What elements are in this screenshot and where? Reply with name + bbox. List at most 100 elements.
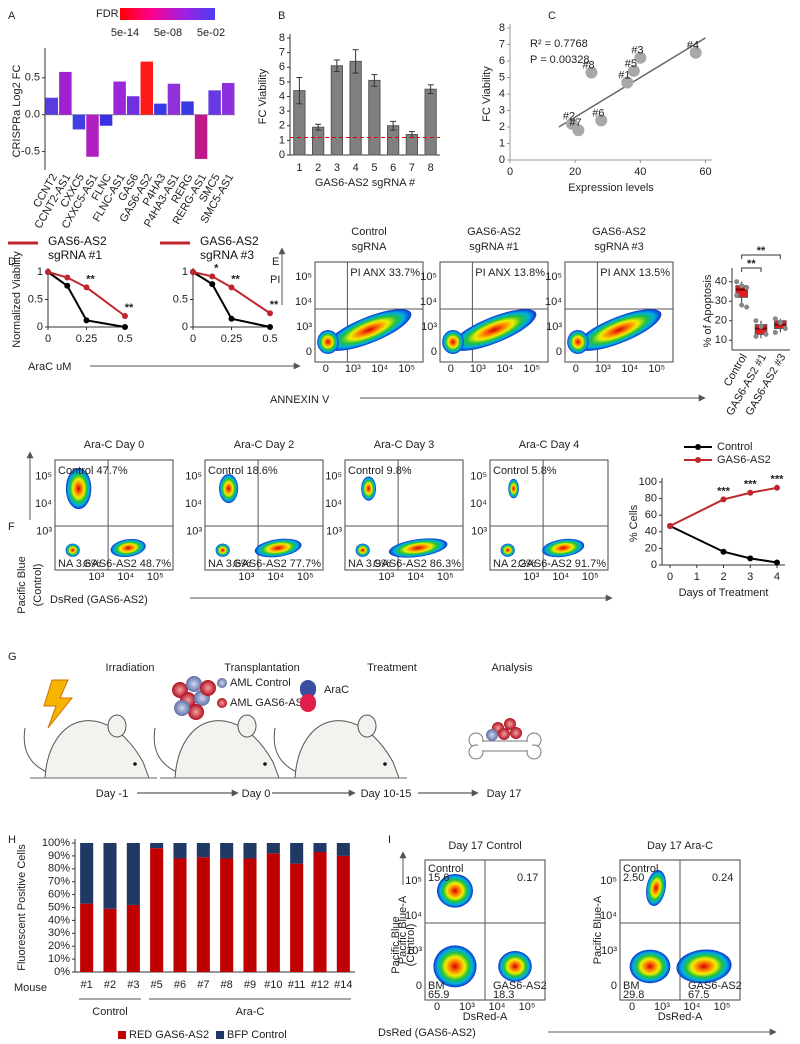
box-point (777, 320, 783, 326)
axis-label: Pacific Blue (16, 556, 28, 613)
series-point (267, 324, 273, 330)
error-bar (371, 74, 378, 87)
flow-title: Ara-C Day 3 (374, 439, 435, 451)
y-tick-label: 0.0 (25, 109, 40, 121)
y-tick-label: 90% (48, 850, 70, 862)
legend-swatch (118, 1031, 126, 1039)
series-point (747, 489, 754, 496)
mouse-tail (273, 727, 298, 773)
point-label: #2 (563, 111, 575, 123)
step-day: Day 0 (242, 788, 271, 800)
flow-tick-label: 10⁵ (405, 875, 422, 887)
mouse (153, 714, 280, 779)
flow-tick-label: 10³ (88, 571, 104, 583)
aml-cell (504, 718, 516, 730)
flow-tick-label: 10⁵ (398, 363, 415, 375)
series-point (209, 281, 216, 288)
point (572, 124, 585, 137)
y-tick-label: 30 (715, 295, 727, 307)
step-title: Irradiation (106, 662, 155, 674)
lightning (43, 679, 74, 729)
y-tick-label: 100 (639, 476, 657, 488)
y-tick-label: 80 (645, 493, 657, 505)
x-tick-label: #5 (151, 979, 163, 991)
box-point (734, 279, 740, 285)
series-line (192, 271, 271, 315)
flow-tick-label: 10⁴ (552, 571, 569, 583)
box-point (758, 324, 764, 330)
flow-tick-label: 10⁵ (600, 875, 617, 887)
flow-tick-label: 10⁵ (35, 470, 52, 482)
bar (126, 96, 140, 115)
box-point (772, 316, 778, 322)
flow-tick-label: 10⁴ (600, 910, 617, 922)
gate-label: PI ANX 13.8% (475, 267, 545, 279)
box-point (734, 292, 740, 298)
significance: ** (125, 302, 134, 314)
bar-segment (220, 843, 234, 859)
series-point (773, 559, 780, 566)
bar (330, 65, 343, 156)
flow-title: sgRNA (352, 241, 388, 253)
bar (208, 90, 221, 115)
mouse-eye (263, 762, 267, 766)
step-title: Treatment (367, 662, 417, 674)
legend-swatch (216, 1031, 224, 1039)
x-tick-label: 0.25 (76, 333, 97, 345)
flow-title: Ara-C Day 2 (234, 439, 295, 451)
flow-title: Ara-C Day 4 (519, 439, 580, 451)
y-axis-label: FC Viability (481, 66, 493, 122)
flow-tick-label: 10⁴ (405, 910, 422, 922)
flow-tick-label: 10⁴ (684, 1001, 701, 1013)
x-tick-label: 6 (390, 162, 396, 174)
box-point (744, 285, 750, 291)
flow-tick-label: 10⁵ (714, 1001, 731, 1013)
series-point (720, 496, 727, 503)
box-point (782, 326, 788, 332)
box-point (744, 304, 750, 310)
bar-segment (80, 843, 94, 904)
aml-cell (510, 727, 522, 739)
panel-label: H (8, 834, 16, 846)
series-point (64, 282, 71, 289)
bar (349, 60, 362, 156)
flow-tick-label: 10³ (459, 1001, 475, 1013)
flow-tick-label: 10⁴ (470, 498, 487, 510)
x-tick-label: #8 (221, 979, 233, 991)
bar (221, 82, 235, 115)
y-axis-label: % Cells (628, 504, 640, 542)
error-bar (352, 49, 359, 74)
y-tick-label: 0% (54, 966, 70, 978)
x-tick-label: 0.5 (262, 333, 277, 345)
legend-marker (695, 444, 701, 450)
bracket (741, 267, 762, 272)
y-tick-label: 30% (48, 927, 70, 939)
flow-tick-label: 10⁵ (470, 470, 487, 482)
point (585, 66, 598, 79)
series-point (667, 522, 674, 529)
y-axis-label: Normalized Viability (11, 251, 23, 348)
flow-tick-label: 10⁴ (185, 498, 202, 510)
step-day: Day 10-15 (361, 788, 412, 800)
mouse (273, 714, 400, 779)
y-tick-label: 80% (48, 863, 70, 875)
y-tick-label: 0 (37, 321, 43, 333)
flow-tick-label: 0 (611, 980, 617, 992)
y-tick-label: 60% (48, 889, 70, 901)
quadrant-label: 2.50 (623, 872, 644, 884)
quadrant-label: BM (623, 980, 640, 992)
drug-label: AraC (324, 684, 349, 696)
bar-segment (173, 843, 187, 859)
quadrant-label: NA 3.9% (348, 558, 391, 570)
panel-label: C (548, 10, 556, 22)
bar-segment (266, 853, 280, 972)
x-axis-label: AraC uM (28, 361, 71, 373)
bar (312, 126, 325, 156)
y-axis-label: CRISPRa Log2 FC (11, 64, 23, 157)
box-point (739, 302, 745, 308)
flow-tick-label: 0 (448, 363, 454, 375)
x-tick-label: #12 (311, 979, 329, 991)
flow-tick-label: 10³ (238, 571, 254, 583)
bracket (741, 254, 781, 259)
